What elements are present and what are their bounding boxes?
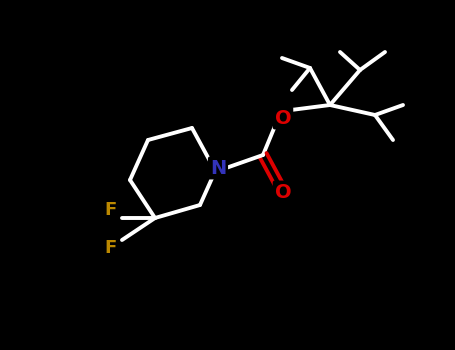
Text: O: O xyxy=(275,182,291,202)
Text: F: F xyxy=(104,201,116,219)
Text: N: N xyxy=(210,159,226,177)
Text: O: O xyxy=(275,108,291,127)
Text: F: F xyxy=(104,239,116,257)
